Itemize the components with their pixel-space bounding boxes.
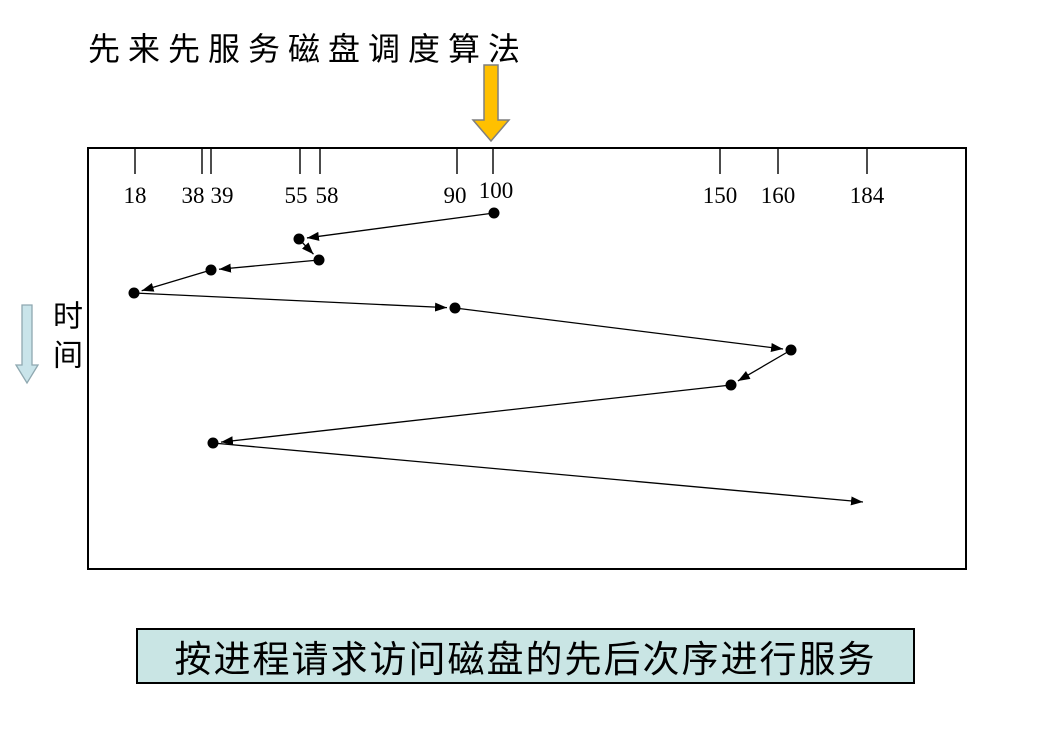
axis-tick-label: 150 (703, 183, 738, 208)
axis-tick-label: 160 (761, 183, 796, 208)
seek-path-segment (133, 292, 448, 312)
caption-box: 按进程请求访问磁盘的先后次序进行服务 (136, 628, 915, 684)
axis-tick-label: 100 (479, 178, 514, 203)
axis-tick-label: 184 (850, 183, 885, 208)
seek-path-segment (141, 269, 212, 292)
track-request-dot (488, 207, 500, 219)
axis-tick-label: 38 (182, 183, 205, 208)
track-request-dot (293, 233, 305, 245)
start-position-arrow-icon (471, 64, 511, 143)
seek-path-segment (220, 384, 732, 446)
disk-seek-diagram: 18 38 39 55 58 90 100 150 160 184 (87, 147, 967, 570)
track-request-dot (313, 254, 325, 266)
disk-track-frame (87, 147, 967, 570)
seek-path-segment (737, 349, 792, 382)
caption-text: 按进程请求访问磁盘的先后次序进行服务 (174, 640, 877, 681)
track-request-dot (205, 264, 217, 276)
axis-tick-label: 18 (124, 183, 147, 208)
track-request-dot (128, 287, 140, 299)
track-request-dot (449, 302, 461, 314)
time-direction-arrow-icon (14, 304, 40, 385)
axis-tick-label: 90 (444, 183, 467, 208)
axis-tick-label: 39 (211, 183, 234, 208)
track-request-dot (785, 344, 797, 356)
seek-path-segment (218, 259, 320, 273)
page-title: 先来先服务磁盘调度算法 (88, 31, 529, 67)
time-axis-label: 时间 (48, 300, 81, 378)
seek-path-segment (306, 212, 495, 241)
track-request-dot (207, 437, 219, 449)
axis-tick-label: 55 (285, 183, 308, 208)
axis-tick-label: 58 (316, 183, 339, 208)
track-request-dot (725, 379, 737, 391)
seek-path-segment (454, 307, 784, 352)
seek-path-segment (212, 442, 864, 506)
